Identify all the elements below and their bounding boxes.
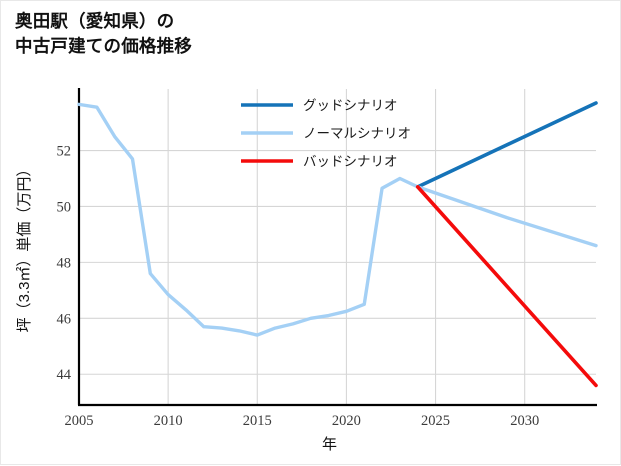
y-axis-tick-labels: 44 46 48 50 52 <box>57 144 72 384</box>
legend-label: ノーマルシナリオ <box>303 126 411 141</box>
series-line <box>415 185 598 388</box>
series-line <box>77 102 598 337</box>
y-axis-title: 坪（3.3㎡）単価（万円） <box>16 162 33 333</box>
x-tick-label: 2010 <box>154 413 183 429</box>
x-tick-label: 2015 <box>243 413 272 429</box>
series-group <box>77 101 598 388</box>
x-tick-label: 2005 <box>65 413 94 429</box>
axis-titles-group: 坪（3.3㎡）単価（万円） 年 <box>16 162 337 453</box>
legend-label: グッドシナリオ <box>303 98 398 113</box>
axis-spines-group <box>77 88 597 407</box>
y-tick-label: 50 <box>57 199 72 215</box>
page-title: 奥田駅（愛知県）の 中古戸建ての価格推移 <box>15 11 192 57</box>
y-tick-label: 48 <box>57 255 72 271</box>
gridlines-group <box>78 89 596 405</box>
y-tick-label: 46 <box>57 311 72 327</box>
x-axis-tick-labels: 2005 2010 2015 2020 2025 2030 <box>65 413 540 429</box>
x-tick-label: 2025 <box>421 413 450 429</box>
y-tick-label: 52 <box>57 144 72 160</box>
x-axis-title: 年 <box>322 436 337 453</box>
y-tick-label: 44 <box>57 367 72 383</box>
series-line <box>415 101 598 189</box>
x-tick-label: 2020 <box>332 413 361 429</box>
x-tick-label: 2030 <box>510 413 539 429</box>
legend-label: バッドシナリオ <box>303 154 398 169</box>
